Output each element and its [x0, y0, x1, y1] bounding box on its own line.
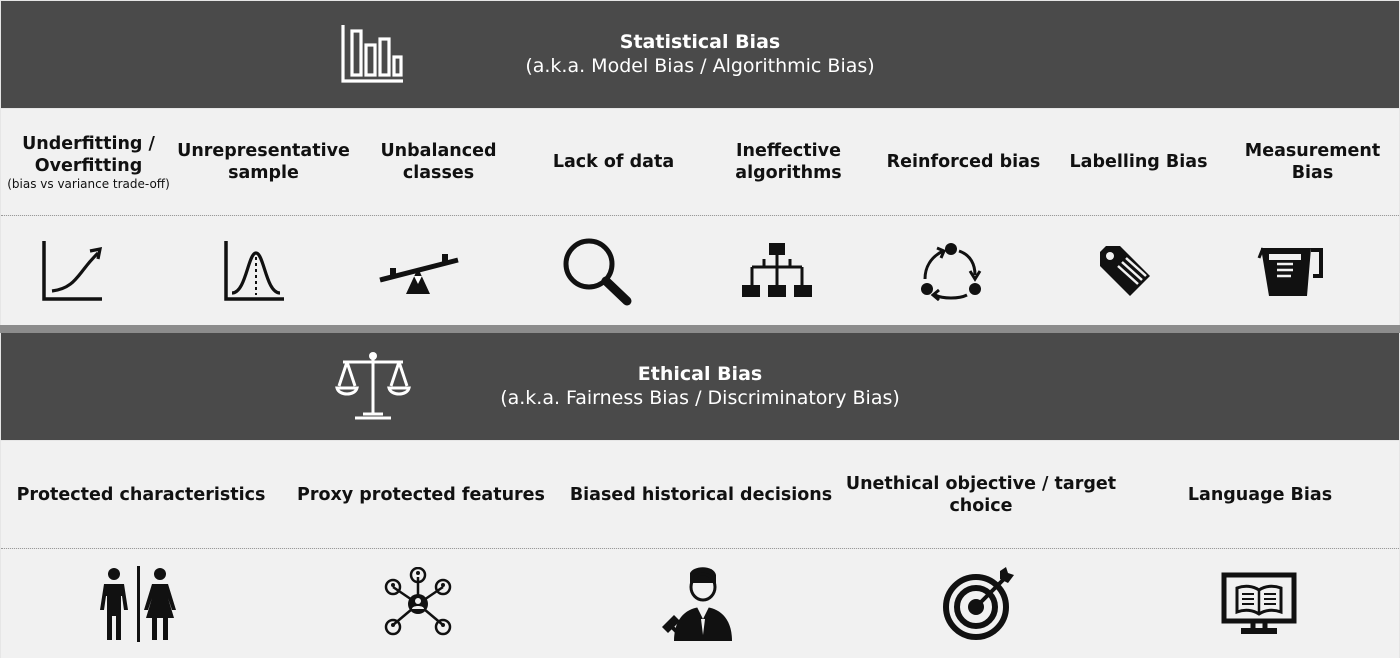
item-proxy-protected-features: Proxy protected features [297, 484, 545, 505]
growth-curve-icon [1, 239, 145, 303]
cycle-arrows-icon [832, 241, 1071, 301]
seesaw-icon [364, 246, 473, 296]
statistical-icons-row [1, 216, 1399, 325]
row-separator [1, 548, 1399, 549]
ethical-labels-row: Protected characteristics Proxy protecte… [1, 441, 1399, 548]
book-monitor-icon [1119, 572, 1399, 636]
item-reinforced-bias: Reinforced bias [886, 152, 1041, 172]
section-title: Ethical Bias [637, 363, 763, 385]
item-unrepresentative-sample: Unrepresentative sample [177, 141, 350, 183]
magnifier-icon [474, 236, 723, 306]
row-separator [1, 215, 1399, 216]
bar-chart-icon [339, 21, 405, 89]
target-icon [838, 566, 1120, 641]
measuring-jug-icon [1180, 242, 1399, 300]
statistical-labels-row: Underfitting / Overfitting (bias vs vari… [1, 109, 1399, 215]
item-language-bias: Language Bias [1187, 484, 1333, 505]
item-unethical-objective: Unethical objective / target choice [845, 473, 1117, 516]
price-tag-icon [1071, 242, 1180, 300]
ethical-icons-row [1, 549, 1399, 658]
section-title: Statistical Bias [619, 31, 781, 53]
bell-curve-icon [145, 239, 364, 303]
judge-icon [562, 565, 838, 643]
item-underfitting-overfitting: Underfitting / Overfitting (bias vs vari… [7, 134, 170, 191]
item-lack-of-data: Lack of data [552, 152, 675, 172]
item-ineffective-algorithms: Ineffective algorithms [735, 141, 842, 183]
statistical-bias-header: Statistical Bias (a.k.a. Model Bias / Al… [1, 1, 1399, 108]
item-unbalanced-classes: Unbalanced classes [380, 141, 497, 183]
man-woman-icon [1, 565, 275, 642]
section-subtitle: (a.k.a. Fairness Bias / Discriminatory B… [500, 387, 900, 409]
item-measurement-bias: Measurement Bias [1244, 141, 1381, 183]
item-labelling-bias: Labelling Bias [1069, 152, 1208, 172]
ethical-bias-header: Ethical Bias (a.k.a. Fairness Bias / Dis… [1, 333, 1399, 440]
network-people-icon [275, 566, 563, 641]
section-subtitle: (a.k.a. Model Bias / Algorithmic Bias) [525, 55, 875, 77]
section-divider [0, 325, 1400, 333]
scales-icon [335, 348, 411, 426]
item-protected-characteristics: Protected characteristics [16, 484, 266, 505]
item-biased-historical-decisions: Biased historical decisions [569, 484, 833, 505]
item-note: (bias vs variance trade-off) [7, 177, 170, 191]
hierarchy-icon [722, 241, 831, 301]
